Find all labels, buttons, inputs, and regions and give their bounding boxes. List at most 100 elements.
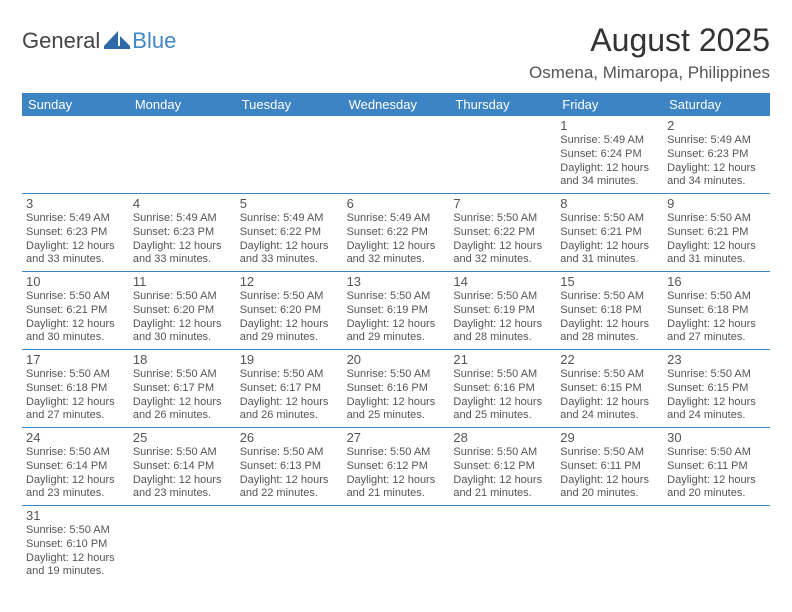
day-number: 17	[26, 352, 125, 367]
day-cell	[663, 506, 770, 583]
day-info-line: Sunset: 6:18 PM	[560, 304, 659, 318]
day-info-line: and 32 minutes.	[453, 253, 552, 267]
day-info-line: Daylight: 12 hours	[240, 396, 339, 410]
day-number: 11	[133, 274, 232, 289]
weekday-monday: Monday	[129, 93, 236, 116]
month-title: August 2025	[529, 22, 770, 59]
day-number: 21	[453, 352, 552, 367]
day-cell: 16Sunrise: 5:50 AMSunset: 6:18 PMDayligh…	[663, 272, 770, 349]
logo-text-general: General	[22, 28, 100, 54]
day-info-line: Sunset: 6:12 PM	[347, 460, 446, 474]
day-info-line: Sunset: 6:19 PM	[453, 304, 552, 318]
day-info-line: Sunrise: 5:50 AM	[347, 446, 446, 460]
logo-sail-icon	[104, 29, 130, 54]
day-info-line: Daylight: 12 hours	[133, 240, 232, 254]
day-cell: 29Sunrise: 5:50 AMSunset: 6:11 PMDayligh…	[556, 428, 663, 505]
day-number: 4	[133, 196, 232, 211]
day-number: 20	[347, 352, 446, 367]
day-number: 12	[240, 274, 339, 289]
day-number: 5	[240, 196, 339, 211]
day-info-line: Sunrise: 5:50 AM	[26, 368, 125, 382]
day-info-line: Sunset: 6:20 PM	[133, 304, 232, 318]
day-info-line: Daylight: 12 hours	[347, 240, 446, 254]
day-number: 27	[347, 430, 446, 445]
day-info-line: Sunrise: 5:50 AM	[667, 446, 766, 460]
day-info-line: Daylight: 12 hours	[453, 474, 552, 488]
day-info-line: Daylight: 12 hours	[26, 552, 125, 566]
day-info-line: Sunrise: 5:49 AM	[133, 212, 232, 226]
day-number: 6	[347, 196, 446, 211]
day-cell: 8Sunrise: 5:50 AMSunset: 6:21 PMDaylight…	[556, 194, 663, 271]
day-info-line: Sunrise: 5:49 AM	[240, 212, 339, 226]
day-info-line: and 23 minutes.	[133, 487, 232, 501]
day-cell	[449, 116, 556, 193]
day-info-line: Daylight: 12 hours	[347, 474, 446, 488]
day-info-line: Sunrise: 5:50 AM	[133, 368, 232, 382]
day-number: 26	[240, 430, 339, 445]
weekday-wednesday: Wednesday	[343, 93, 450, 116]
day-cell: 23Sunrise: 5:50 AMSunset: 6:15 PMDayligh…	[663, 350, 770, 427]
day-number: 31	[26, 508, 125, 523]
day-info-line: Sunset: 6:22 PM	[347, 226, 446, 240]
day-info-line: Sunrise: 5:49 AM	[347, 212, 446, 226]
day-cell: 13Sunrise: 5:50 AMSunset: 6:19 PMDayligh…	[343, 272, 450, 349]
day-cell: 31Sunrise: 5:50 AMSunset: 6:10 PMDayligh…	[22, 506, 129, 583]
location-subtitle: Osmena, Mimaropa, Philippines	[529, 63, 770, 83]
day-number: 9	[667, 196, 766, 211]
day-info-line: Daylight: 12 hours	[560, 396, 659, 410]
day-info-line: Daylight: 12 hours	[133, 318, 232, 332]
day-info-line: and 27 minutes.	[667, 331, 766, 345]
day-info-line: Sunset: 6:15 PM	[667, 382, 766, 396]
day-number: 18	[133, 352, 232, 367]
day-cell: 28Sunrise: 5:50 AMSunset: 6:12 PMDayligh…	[449, 428, 556, 505]
day-number: 7	[453, 196, 552, 211]
day-info-line: Sunset: 6:10 PM	[26, 538, 125, 552]
weekday-tuesday: Tuesday	[236, 93, 343, 116]
day-cell: 20Sunrise: 5:50 AMSunset: 6:16 PMDayligh…	[343, 350, 450, 427]
day-info-line: Daylight: 12 hours	[26, 396, 125, 410]
day-info-line: and 20 minutes.	[667, 487, 766, 501]
day-number: 28	[453, 430, 552, 445]
day-info-line: Daylight: 12 hours	[133, 474, 232, 488]
day-info-line: Sunrise: 5:50 AM	[347, 368, 446, 382]
day-number: 1	[560, 118, 659, 133]
day-info-line: Sunrise: 5:49 AM	[667, 134, 766, 148]
day-number: 10	[26, 274, 125, 289]
day-info-line: Sunrise: 5:50 AM	[453, 446, 552, 460]
day-info-line: Sunset: 6:13 PM	[240, 460, 339, 474]
day-info-line: Sunrise: 5:50 AM	[560, 446, 659, 460]
calendar-week: 10Sunrise: 5:50 AMSunset: 6:21 PMDayligh…	[22, 272, 770, 350]
day-info-line: and 33 minutes.	[133, 253, 232, 267]
day-info-line: Sunrise: 5:50 AM	[453, 212, 552, 226]
day-cell: 26Sunrise: 5:50 AMSunset: 6:13 PMDayligh…	[236, 428, 343, 505]
day-info-line: Sunset: 6:24 PM	[560, 148, 659, 162]
day-info-line: and 34 minutes.	[560, 175, 659, 189]
day-info-line: and 28 minutes.	[560, 331, 659, 345]
day-info-line: Daylight: 12 hours	[667, 474, 766, 488]
day-cell: 3Sunrise: 5:49 AMSunset: 6:23 PMDaylight…	[22, 194, 129, 271]
day-number: 23	[667, 352, 766, 367]
day-number: 22	[560, 352, 659, 367]
day-info-line: Sunset: 6:22 PM	[453, 226, 552, 240]
day-info-line: Daylight: 12 hours	[560, 318, 659, 332]
day-cell: 11Sunrise: 5:50 AMSunset: 6:20 PMDayligh…	[129, 272, 236, 349]
calendar-week: 31Sunrise: 5:50 AMSunset: 6:10 PMDayligh…	[22, 506, 770, 583]
day-number: 25	[133, 430, 232, 445]
day-info-line: and 31 minutes.	[560, 253, 659, 267]
day-info-line: Sunset: 6:16 PM	[347, 382, 446, 396]
day-info-line: Sunrise: 5:50 AM	[240, 290, 339, 304]
day-info-line: Sunset: 6:14 PM	[26, 460, 125, 474]
day-info-line: Daylight: 12 hours	[240, 318, 339, 332]
day-info-line: Daylight: 12 hours	[560, 162, 659, 176]
day-cell: 6Sunrise: 5:49 AMSunset: 6:22 PMDaylight…	[343, 194, 450, 271]
day-info-line: and 23 minutes.	[26, 487, 125, 501]
day-info-line: Sunrise: 5:50 AM	[26, 290, 125, 304]
day-info-line: Daylight: 12 hours	[347, 318, 446, 332]
day-info-line: Sunset: 6:23 PM	[667, 148, 766, 162]
weekday-friday: Friday	[556, 93, 663, 116]
day-cell: 12Sunrise: 5:50 AMSunset: 6:20 PMDayligh…	[236, 272, 343, 349]
calendar-week: 17Sunrise: 5:50 AMSunset: 6:18 PMDayligh…	[22, 350, 770, 428]
day-info-line: Daylight: 12 hours	[240, 474, 339, 488]
day-info-line: Sunset: 6:12 PM	[453, 460, 552, 474]
day-info-line: and 24 minutes.	[560, 409, 659, 423]
